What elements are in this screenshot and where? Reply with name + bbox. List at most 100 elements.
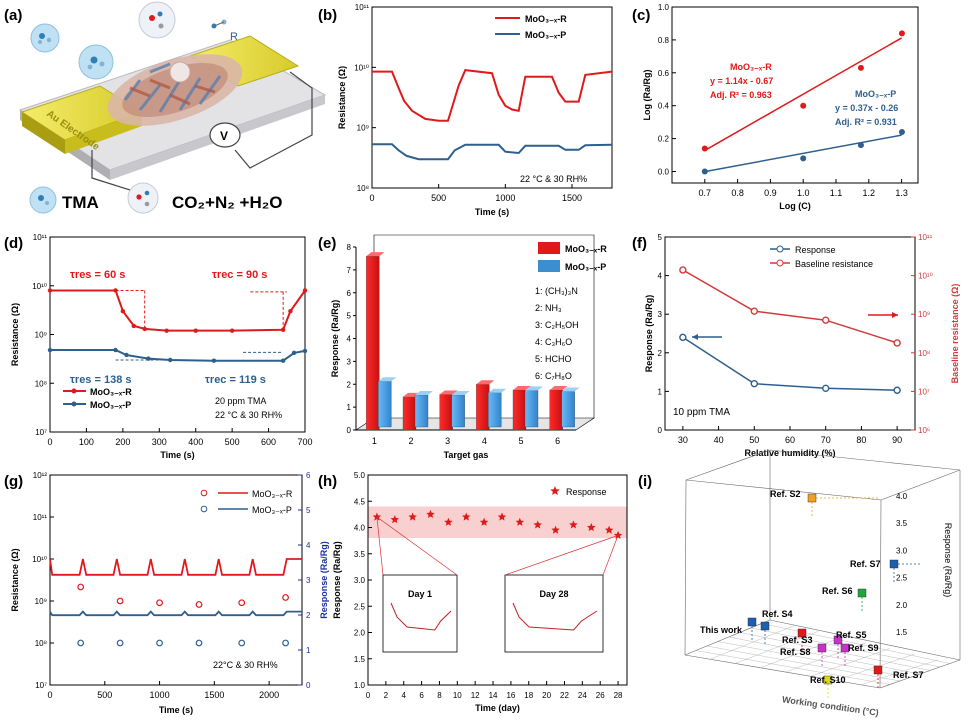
front-axis-label: Working condition (°C) xyxy=(781,694,879,717)
condition-annotation: 22 °C & 30 RH% xyxy=(520,174,587,184)
bar-top xyxy=(525,386,543,391)
y-tick-label: 0.6 xyxy=(658,69,670,78)
response-time-label: τres = 138 s xyxy=(70,374,132,386)
floor-grid xyxy=(728,636,921,675)
comparison-label: Ref. S2 xyxy=(770,489,801,499)
comparison-marker xyxy=(797,628,807,638)
x-tick-label: 1000 xyxy=(495,193,515,203)
response-star xyxy=(479,517,489,526)
x-tick-label: 60 xyxy=(785,435,795,445)
x-axis-label: Time (s) xyxy=(475,207,509,217)
response-point xyxy=(195,639,203,647)
legend-text: MoO₃₋ₓ-R xyxy=(565,244,607,254)
x-tick-label: 500 xyxy=(97,690,112,700)
y-tick-label: 1.0 xyxy=(354,681,366,690)
series-line-p xyxy=(372,143,613,161)
response-star xyxy=(533,520,542,529)
x-tick-label: 0.7 xyxy=(699,188,712,198)
x-tick-label: 200 xyxy=(115,437,130,447)
bar-top xyxy=(488,388,507,393)
response-point xyxy=(116,597,124,605)
y-axis-label: Response (Ra/Rg) xyxy=(319,541,329,619)
legend-text: MoO₃₋ₓ-P xyxy=(90,400,131,410)
y-axis-label: Resistance (Ω) xyxy=(10,548,20,611)
comparison-label: Ref. S7 xyxy=(850,559,881,569)
plot-frame xyxy=(49,236,306,433)
y-tick-label: 10¹¹ xyxy=(355,3,370,12)
fit-line xyxy=(704,134,902,173)
response-star xyxy=(426,509,435,518)
x-axis-label: Target gas xyxy=(444,450,489,460)
data-point xyxy=(857,142,864,149)
y-tick-label: 3.0 xyxy=(354,576,366,585)
x-axis-label: Time (s) xyxy=(160,450,194,460)
y-tick-label: 10¹¹ xyxy=(33,513,48,522)
gas-legend-item: 6: C₇H₈O xyxy=(535,371,572,381)
series-label: MoO₃₋ₓ-P xyxy=(855,89,896,99)
bar-p xyxy=(524,390,539,428)
x-tick-label: 28 xyxy=(614,691,623,700)
gas-legend-item: 3: C₂H₅OH xyxy=(535,320,579,330)
y2-tick-label: 1 xyxy=(306,646,311,655)
x-tick-label: 6 xyxy=(555,436,560,446)
data-point xyxy=(679,266,687,274)
electrode-left-side xyxy=(22,112,65,154)
y2-tick-label: 10⁹ xyxy=(918,310,930,319)
x-tick-label: 22 xyxy=(560,691,569,700)
series-line xyxy=(49,558,302,576)
x-tick-label: 100 xyxy=(79,437,94,447)
response-time-label: τres = 60 s xyxy=(70,269,125,281)
fit-equation: y = 0.37x - 0.26 xyxy=(835,103,898,113)
data-point xyxy=(193,328,198,333)
legend-text: MoO₃₋ₓ-P xyxy=(565,262,606,272)
panel-d-label: (d) xyxy=(4,235,23,252)
x-tick-label: 26 xyxy=(596,691,605,700)
x-tick-label: 300 xyxy=(152,437,167,447)
x-tick-label: 0 xyxy=(47,437,52,447)
x-tick-label: 6 xyxy=(419,691,424,700)
data-point xyxy=(291,350,297,356)
y-tick-label: 10⁸ xyxy=(357,184,369,193)
x-tick-label: 2 xyxy=(408,436,413,446)
schematic-legend: TMA CO₂+N₂ +H₂O xyxy=(29,182,283,214)
y-axis-label: Resistance (Ω) xyxy=(337,66,347,129)
inset-frame xyxy=(504,574,604,653)
data-point xyxy=(142,326,147,332)
box-edge xyxy=(879,499,882,689)
data-point xyxy=(679,333,687,342)
response-point xyxy=(238,639,246,647)
y-tick-label: 5 xyxy=(658,233,663,242)
x-tick-label: 24 xyxy=(578,691,587,700)
inset-connector xyxy=(376,516,458,576)
fit-r2: Adj. R² = 0.963 xyxy=(710,90,772,100)
panel-a: (a) Au Electrode xyxy=(4,1,327,214)
panel-a-label: (a) xyxy=(4,7,22,24)
panel-h-chart: (h)0 2 4 6 8 10 12 14 16 18 20 22 24 26 281.01.52.02.5… xyxy=(318,471,628,713)
x-tick-label: 50 xyxy=(749,435,759,445)
data-point xyxy=(893,386,901,394)
y-tick-label: 6 xyxy=(347,289,352,298)
x-axis-label: Time (s) xyxy=(159,705,193,715)
y-tick-label: 3 xyxy=(347,357,352,366)
y-tick-label: 1.5 xyxy=(354,655,366,664)
data-point xyxy=(302,288,308,293)
bar-top xyxy=(549,385,568,390)
voltmeter xyxy=(209,122,241,148)
inset-connector xyxy=(602,535,619,576)
bar-top xyxy=(513,385,531,390)
response-star xyxy=(390,515,400,524)
response-point xyxy=(282,639,289,647)
z-tick-label: 4.0 xyxy=(896,492,908,501)
floor-grid xyxy=(761,623,951,664)
panel-e-label: (e) xyxy=(318,235,336,252)
x-tick-label: 12 xyxy=(471,691,480,700)
comparison-marker xyxy=(840,643,850,653)
legend-marker xyxy=(71,401,77,407)
x-axis-label: Relative humidity (%) xyxy=(744,448,835,458)
x-tick-label: 10 xyxy=(453,691,462,700)
legend-text: Response xyxy=(566,487,607,497)
x-tick-label: 90 xyxy=(892,435,902,445)
y-tick-label: 0.4 xyxy=(658,102,670,111)
data-point xyxy=(211,358,217,363)
legend-text: Response xyxy=(795,245,836,255)
